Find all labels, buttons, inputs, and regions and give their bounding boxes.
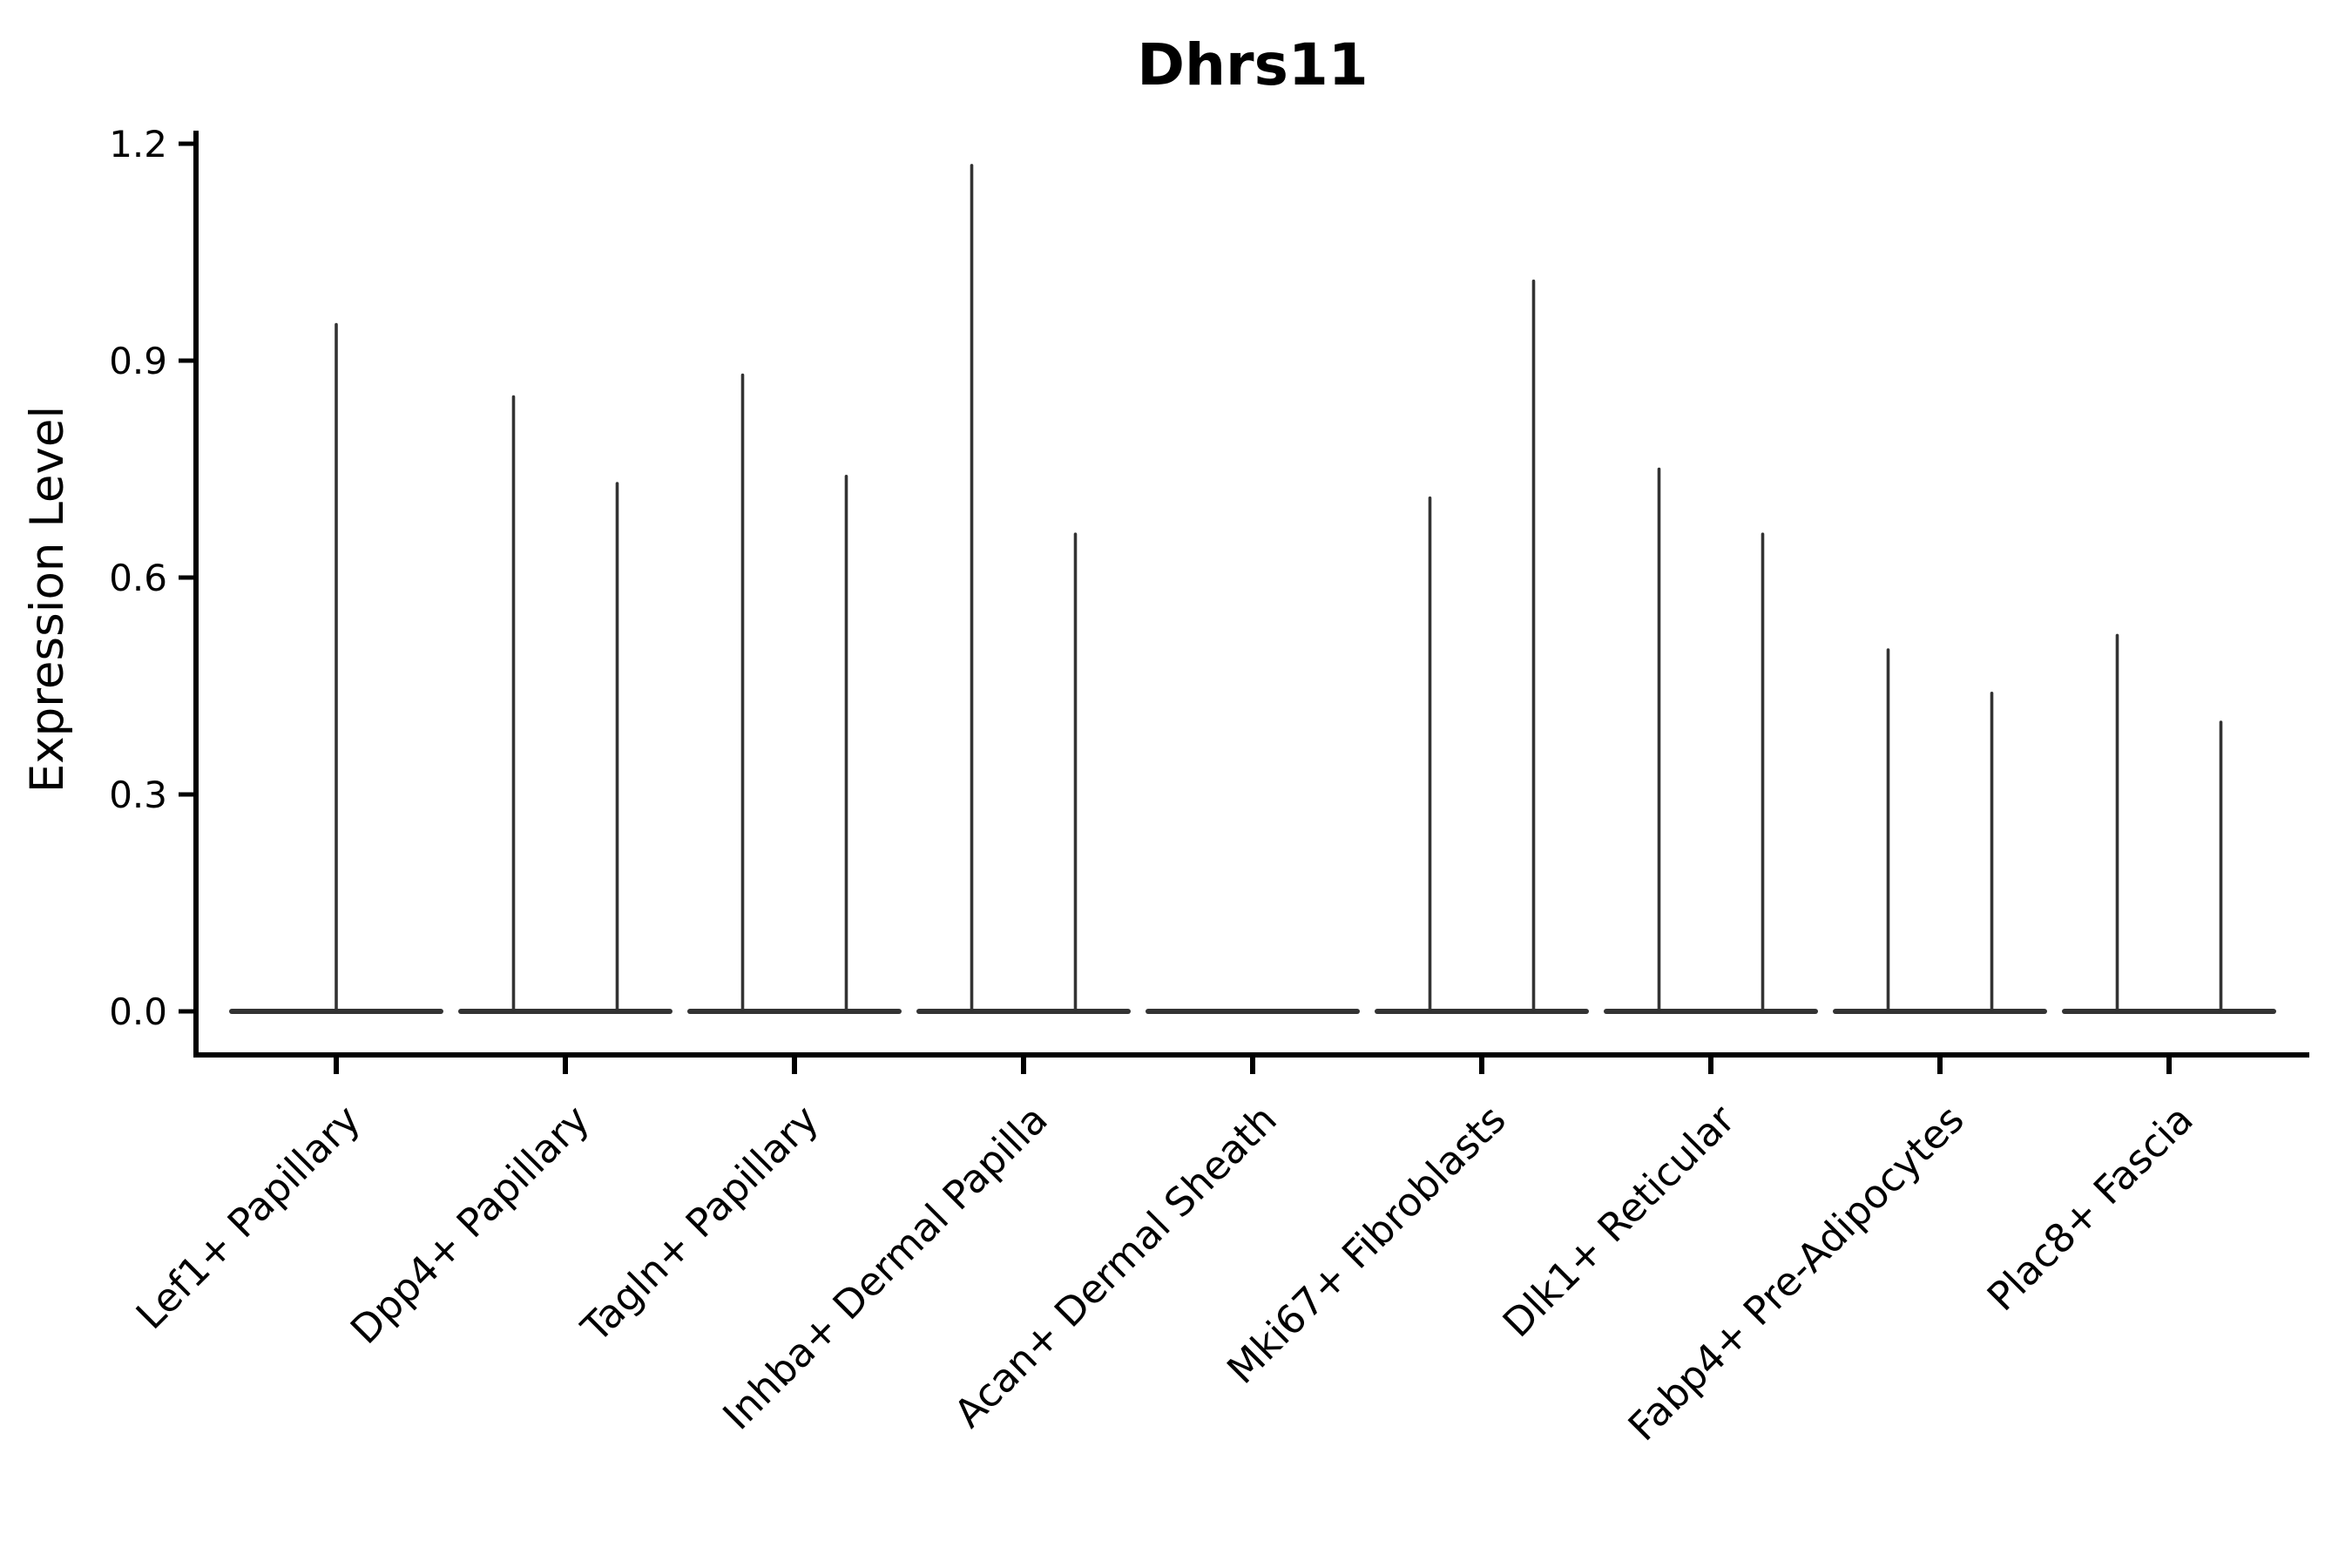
y-tick-label: 0.3 <box>109 774 167 816</box>
chart-title: Dhrs11 <box>1137 31 1368 98</box>
y-axis-label: Expression Level <box>21 406 74 793</box>
violins-group <box>229 164 2276 1014</box>
x-tick-label: Plac8+ Fascia <box>1978 1096 2202 1320</box>
y-tick-label: 1.2 <box>109 123 167 166</box>
y-ticks-group: 0.0 0.3 0.6 0.9 1.2 <box>109 123 194 1033</box>
y-tick-label: 0.6 <box>109 557 167 599</box>
axes-spines-group <box>193 131 2309 1058</box>
y-tick-label: 0.9 <box>109 340 167 382</box>
x-tick-label: Dpp4+ Papillary <box>341 1096 598 1353</box>
x-tick-label: Dlk1+ Reticular <box>1494 1096 1744 1346</box>
x-tick-label: Lef1+ Papillary <box>127 1096 369 1338</box>
x-tick-label: Tagln+ Papillary <box>572 1096 828 1351</box>
y-tick-label: 0.0 <box>109 990 167 1033</box>
